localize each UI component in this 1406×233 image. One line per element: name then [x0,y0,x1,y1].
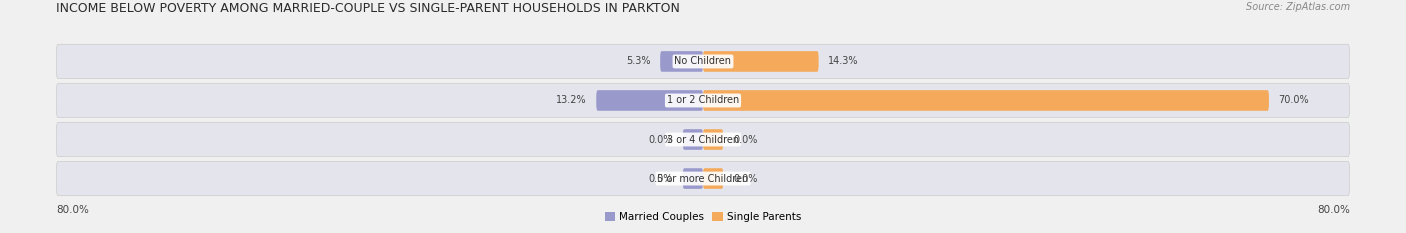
Text: Source: ZipAtlas.com: Source: ZipAtlas.com [1246,2,1350,12]
Text: INCOME BELOW POVERTY AMONG MARRIED-COUPLE VS SINGLE-PARENT HOUSEHOLDS IN PARKTON: INCOME BELOW POVERTY AMONG MARRIED-COUPL… [56,2,681,15]
Text: 0.0%: 0.0% [733,134,758,144]
FancyBboxPatch shape [683,129,703,150]
Text: 5.3%: 5.3% [626,56,651,66]
Text: No Children: No Children [675,56,731,66]
FancyBboxPatch shape [596,90,703,111]
FancyBboxPatch shape [661,51,703,72]
FancyBboxPatch shape [703,129,723,150]
Legend: Married Couples, Single Parents: Married Couples, Single Parents [600,208,806,226]
FancyBboxPatch shape [56,161,1350,196]
Text: 3 or 4 Children: 3 or 4 Children [666,134,740,144]
Text: 80.0%: 80.0% [56,205,89,215]
Text: 13.2%: 13.2% [555,96,586,106]
Text: 14.3%: 14.3% [828,56,859,66]
FancyBboxPatch shape [683,168,703,189]
Text: 0.0%: 0.0% [733,174,758,184]
Text: 80.0%: 80.0% [1317,205,1350,215]
Text: 0.0%: 0.0% [648,134,673,144]
Text: 1 or 2 Children: 1 or 2 Children [666,96,740,106]
FancyBboxPatch shape [703,168,723,189]
FancyBboxPatch shape [703,90,1268,111]
FancyBboxPatch shape [56,44,1350,79]
FancyBboxPatch shape [56,83,1350,118]
Text: 5 or more Children: 5 or more Children [658,174,748,184]
Text: 70.0%: 70.0% [1278,96,1309,106]
Text: 0.0%: 0.0% [648,174,673,184]
FancyBboxPatch shape [56,122,1350,157]
FancyBboxPatch shape [703,51,818,72]
